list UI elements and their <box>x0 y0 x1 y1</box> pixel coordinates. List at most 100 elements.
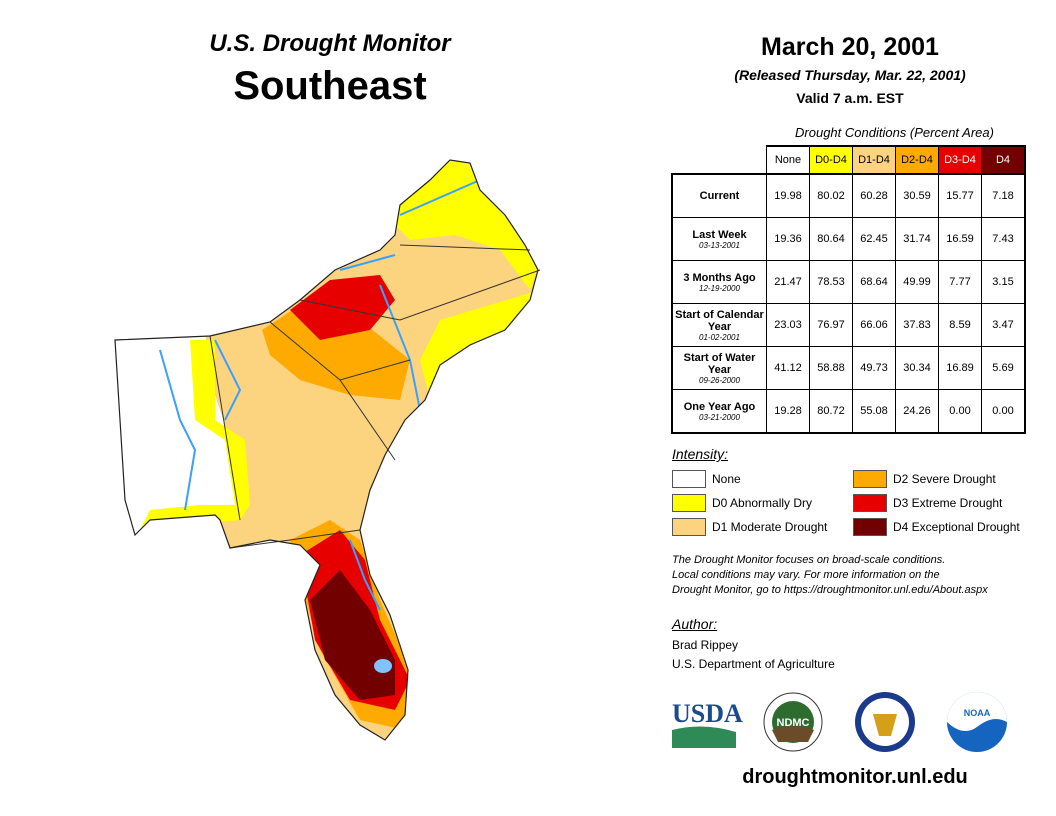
table-cell: 31.74 <box>895 217 939 261</box>
author-title: Author: <box>672 616 718 632</box>
legend-swatch <box>853 494 887 512</box>
svg-text:USDA: USDA <box>672 699 743 728</box>
row-label: Start of Calendar Year 01-02-2001 <box>671 303 767 347</box>
table-cell: 7.77 <box>938 260 982 304</box>
row-label-text: Last Week <box>692 228 747 241</box>
d4-area-fl <box>310 570 395 700</box>
commerce-logo <box>855 692 915 752</box>
table-cell: 66.06 <box>852 303 896 347</box>
row-label-text: One Year Ago <box>683 400 756 413</box>
legend-label: D3 Extreme Drought <box>893 496 1003 510</box>
website-url[interactable]: droughtmonitor.unl.edu <box>742 766 968 788</box>
col-d4: D4 <box>981 145 1026 175</box>
table-cell: 19.28 <box>766 389 810 434</box>
map-date: March 20, 2001 <box>761 33 939 61</box>
table-cell: 19.36 <box>766 217 810 261</box>
table-cell: 30.59 <box>895 173 939 218</box>
table-cell: 49.99 <box>895 260 939 304</box>
table-cell: 16.59 <box>938 217 982 261</box>
table-cell: 80.72 <box>809 389 853 434</box>
southeast-drought-map <box>114 159 541 741</box>
row-label-text: Start of Water Year <box>683 351 756 376</box>
table-row: Current 19.98 80.02 60.28 30.59 15.77 7.18 <box>671 173 1026 218</box>
partner-logos: USDA NDMC NOAA <box>672 692 1007 752</box>
row-label: Last Week 03-13-2001 <box>671 217 767 261</box>
table-row: 3 Months Ago 12-19-2000 21.47 78.53 68.64 49.… <box>671 260 1026 304</box>
col-d0-d4: D0-D4 <box>809 145 853 175</box>
table-cell: 0.00 <box>981 389 1026 434</box>
legend-label: None <box>712 472 741 486</box>
legend-label: D0 Abnormally Dry <box>712 496 813 510</box>
legend-label: D2 Severe Drought <box>893 472 996 486</box>
note-line: Drought Monitor, go to https://droughtmo… <box>672 584 988 596</box>
legend-swatch <box>672 470 706 488</box>
disclaimer-note: The Drought Monitor focuses on broad-sca… <box>672 553 1052 598</box>
ndmc-logo: NDMC <box>763 692 823 752</box>
table-cell: 76.97 <box>809 303 853 347</box>
table-cell: 80.64 <box>809 217 853 261</box>
row-date: 03-21-2000 <box>699 412 740 422</box>
author-name: Brad Rippey <box>672 638 739 652</box>
legend-item: D2 Severe Drought <box>853 470 996 488</box>
row-label-text: Start of Calendar Year <box>675 308 764 333</box>
legend-item: D4 Exceptional Drought <box>853 518 1020 536</box>
noaa-logo: NOAA <box>947 692 1007 752</box>
row-date: 09-26-2000 <box>699 375 740 385</box>
table-cell: 49.73 <box>852 346 896 390</box>
table-row: Last Week 03-13-2001 19.36 80.64 62.45 31.74 1… <box>671 217 1026 261</box>
author-org: U.S. Department of Agriculture <box>672 657 835 671</box>
table-cell: 58.88 <box>809 346 853 390</box>
col-d3-d4: D3-D4 <box>938 145 982 175</box>
row-label-text: Current <box>699 190 740 202</box>
table-row: Start of Water Year 09-26-2000 41.12 58.88 4… <box>671 346 1026 390</box>
table-cell: 41.12 <box>766 346 810 390</box>
note-line: The Drought Monitor focuses on broad-sca… <box>672 554 946 566</box>
legend-item: D1 Moderate Drought <box>672 518 827 536</box>
table-row: Start of Calendar Year 01-02-2001 23.03 76.… <box>671 303 1026 347</box>
row-label: Start of Water Year 09-26-2000 <box>671 346 767 390</box>
row-date: 03-13-2001 <box>699 240 740 250</box>
table-cell: 3.15 <box>981 260 1026 304</box>
row-date: 01-02-2001 <box>699 332 740 342</box>
row-label-text: 3 Months Ago <box>683 271 756 284</box>
legend-label: D4 Exceptional Drought <box>893 520 1020 534</box>
table-cell: 68.64 <box>852 260 896 304</box>
col-d2-d4: D2-D4 <box>895 145 939 175</box>
svg-text:NDMC: NDMC <box>777 717 810 729</box>
legend-swatch <box>853 470 887 488</box>
legend-item: D3 Extreme Drought <box>853 494 1002 512</box>
svg-text:NOAA: NOAA <box>964 708 991 718</box>
d0-area-va <box>390 160 538 290</box>
table-cell: 8.59 <box>938 303 982 347</box>
col-none: None <box>766 145 810 175</box>
legend-swatch <box>672 494 706 512</box>
legend-swatch <box>672 518 706 536</box>
row-date: 12-19-2000 <box>699 283 740 293</box>
table-header-row: None D0-D4 D1-D4 D2-D4 D3-D4 D4 <box>672 145 1026 175</box>
legend-title: Intensity: <box>672 446 729 462</box>
table-cell: 37.83 <box>895 303 939 347</box>
table-cell: 7.18 <box>981 173 1026 218</box>
table-cell: 30.34 <box>895 346 939 390</box>
row-label: 3 Months Ago 12-19-2000 <box>671 260 767 304</box>
table-cell: 16.89 <box>938 346 982 390</box>
table-cell: 24.26 <box>895 389 939 434</box>
d2-area-carolinas <box>262 305 410 400</box>
map-title: U.S. Drought Monitor <box>209 30 451 57</box>
table-cell: 23.03 <box>766 303 810 347</box>
table-cell: 0.00 <box>938 389 982 434</box>
row-label: One Year Ago 03-21-2000 <box>671 389 767 434</box>
legend-item: D0 Abnormally Dry <box>672 494 812 512</box>
legend-item: None <box>672 470 741 488</box>
table-cell: 15.77 <box>938 173 982 218</box>
table-cell: 19.98 <box>766 173 810 218</box>
table-cell: 80.02 <box>809 173 853 218</box>
legend-swatch <box>853 518 887 536</box>
table-cell: 7.43 <box>981 217 1026 261</box>
row-label: Current <box>671 173 767 218</box>
table-cell: 60.28 <box>852 173 896 218</box>
legend-label: D1 Moderate Drought <box>712 520 828 534</box>
table-caption: Drought Conditions (Percent Area) <box>795 125 994 140</box>
col-d1-d4: D1-D4 <box>852 145 896 175</box>
